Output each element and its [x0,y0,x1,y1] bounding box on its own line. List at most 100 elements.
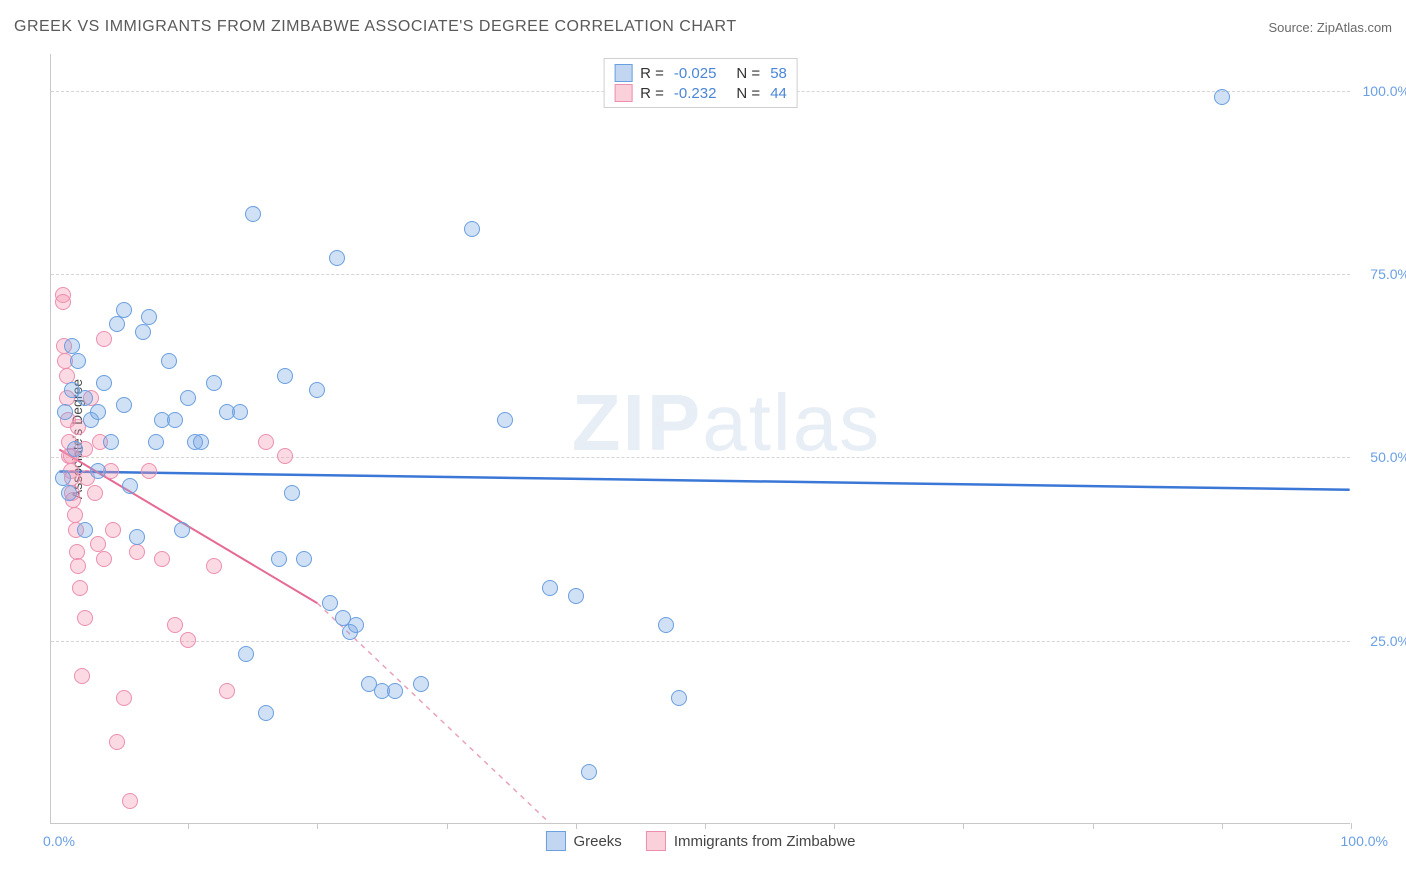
pink-series-point [87,485,103,501]
blue-series-point [116,302,132,318]
pink-series-point [141,463,157,479]
blue-series-point [135,324,151,340]
blue-series-point [167,412,183,428]
blue-series-point [658,617,674,633]
blue-series-point [464,221,480,237]
legend-series-item: Greeks [545,831,621,851]
pink-series-point [109,734,125,750]
x-tick [963,823,964,829]
blue-series-point [161,353,177,369]
pink-series-point [206,558,222,574]
pink-series-point [69,544,85,560]
blue-series-point [296,551,312,567]
x-tick [1351,823,1352,829]
blue-series-point [174,522,190,538]
blue-series-point [232,404,248,420]
x-axis-min-label: 0.0% [43,833,75,849]
pink-series-point [129,544,145,560]
blue-series-point [122,478,138,494]
legend-series-label: Greeks [573,833,621,850]
blue-series-point [77,522,93,538]
r-label: R = [640,85,664,102]
pink-series-point [96,551,112,567]
x-tick [834,823,835,829]
x-tick [1222,823,1223,829]
legend-stats: R =-0.025N =58R =-0.232N =44 [603,58,798,108]
trend-line [59,471,1349,489]
pink-series-point [180,632,196,648]
source-label: Source: ZipAtlas.com [1268,20,1392,35]
pink-series-point [122,793,138,809]
blue-series-point [581,764,597,780]
chart-title: GREEK VS IMMIGRANTS FROM ZIMBABWE ASSOCI… [14,18,737,36]
n-value: 44 [770,85,787,102]
legend-series-item: Immigrants from Zimbabwe [646,831,856,851]
pink-series-point [77,610,93,626]
blue-series-point [116,397,132,413]
legend-swatch [614,84,632,102]
blue-series-point [542,580,558,596]
y-tick-label: 100.0% [1363,83,1406,99]
legend-stats-row: R =-0.025N =58 [614,63,787,83]
blue-series-point [96,375,112,391]
chart-header: GREEK VS IMMIGRANTS FROM ZIMBABWE ASSOCI… [14,18,1392,36]
blue-series-point [180,390,196,406]
blue-series-point [90,404,106,420]
blue-series-point [109,316,125,332]
legend-stats-row: R =-0.232N =44 [614,83,787,103]
blue-series-point [277,368,293,384]
blue-series-point [55,470,71,486]
gridline-h [51,274,1350,275]
pink-series-point [219,683,235,699]
pink-series-point [105,522,121,538]
r-label: R = [640,65,664,82]
gridline-h [51,641,1350,642]
n-label: N = [736,65,760,82]
pink-series-point [258,434,274,450]
blue-series-point [193,434,209,450]
x-tick [1093,823,1094,829]
n-label: N = [736,85,760,102]
blue-series-point [67,441,83,457]
pink-series-point [74,668,90,684]
legend-swatch [545,831,565,851]
pink-series-point [72,580,88,596]
blue-series-point [1214,89,1230,105]
legend-series: Greeks Immigrants from Zimbabwe [545,831,855,851]
blue-series-point [245,206,261,222]
gridline-h [51,457,1350,458]
blue-series-point [141,309,157,325]
pink-series-point [277,448,293,464]
blue-series-point [329,250,345,266]
pink-series-point [90,536,106,552]
blue-series-point [57,404,73,420]
watermark-logo: ZIPatlas [572,377,881,469]
pink-series-point [167,617,183,633]
blue-series-point [90,463,106,479]
x-axis-max-label: 100.0% [1341,833,1388,849]
blue-series-point [77,390,93,406]
x-tick [576,823,577,829]
legend-series-label: Immigrants from Zimbabwe [674,833,856,850]
y-tick-label: 75.0% [1370,266,1406,282]
pink-series-point [116,690,132,706]
legend-swatch [646,831,666,851]
blue-series-point [129,529,145,545]
pink-series-point [67,507,83,523]
chart-plot-area: Associate's Degree 25.0%50.0%75.0%100.0%… [50,54,1350,824]
blue-series-point [413,676,429,692]
blue-series-point [206,375,222,391]
r-value: -0.025 [674,65,717,82]
y-tick-label: 50.0% [1370,449,1406,465]
blue-series-point [322,595,338,611]
blue-series-point [70,353,86,369]
x-tick [317,823,318,829]
trend-lines [51,54,1350,823]
pink-series-point [96,331,112,347]
blue-series-point [258,705,274,721]
pink-series-point [70,558,86,574]
blue-series-point [284,485,300,501]
x-tick [705,823,706,829]
blue-series-point [568,588,584,604]
pink-series-point [59,368,75,384]
